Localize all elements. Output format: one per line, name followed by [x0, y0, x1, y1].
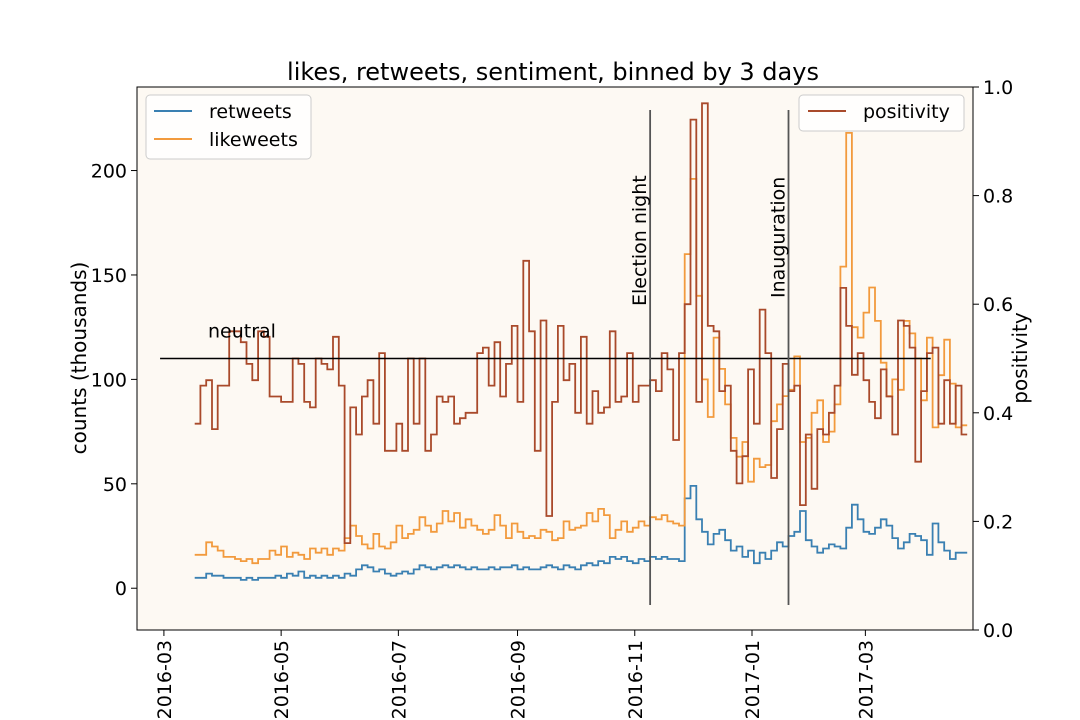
y2-tick-label: 0.4	[983, 403, 1013, 425]
chart-title: likes, retweets, sentiment, binned by 3 …	[287, 58, 819, 86]
y-axis-label: counts (thousands)	[67, 262, 91, 455]
x-axis: 2016-03 2016-05 2016-07 2016-09 2016-11 2017-…	[154, 630, 877, 719]
y2-tick-label: 0.6	[983, 294, 1013, 316]
legend-label: retweets	[209, 101, 292, 123]
y-tick-label: 50	[103, 474, 127, 496]
legend-right: positivity	[798, 94, 965, 132]
x-tick-label: 2016-11	[625, 640, 647, 719]
y-tick-label: 200	[91, 161, 127, 183]
y-tick-label: 150	[91, 265, 127, 287]
y-tick-label: 100	[91, 369, 127, 391]
legend-right-box	[798, 94, 965, 132]
series-line-retweets	[194, 485, 968, 581]
x-tick-label: 2016-05	[271, 640, 293, 719]
y2-tick-label: 0.8	[983, 186, 1013, 208]
series-line-likeweets	[194, 132, 968, 565]
x-tick-label: 2017-01	[742, 640, 764, 719]
legend-label: likeweets	[209, 129, 298, 151]
y2-tick-label: 0.0	[983, 620, 1013, 642]
y-axis: 0 50 100 150 200	[91, 161, 137, 600]
y2-axis-label: positivity	[1008, 312, 1032, 404]
legend-left: retweets likeweets	[145, 94, 312, 160]
annotation-layer: neutral Election night Inauguration	[160, 110, 931, 605]
y2-tick-label: 1.0	[983, 77, 1013, 99]
neutral-label: neutral	[208, 321, 276, 343]
y2-axis: 0.0 0.2 0.4 0.6 0.8 1.0	[973, 77, 1013, 642]
legend-label: positivity	[863, 101, 950, 123]
x-tick-label: 2017-03	[855, 640, 877, 719]
x-tick-label: 2016-07	[388, 640, 410, 719]
y-tick-label: 0	[115, 578, 127, 600]
x-tick-label: 2016-09	[508, 640, 530, 719]
event-label: Inauguration	[768, 177, 790, 298]
y2-tick-label: 0.2	[983, 511, 1013, 533]
x-tick-label: 2016-03	[154, 640, 176, 719]
event-label: Election night	[629, 175, 651, 306]
plot-frame	[136, 86, 974, 631]
